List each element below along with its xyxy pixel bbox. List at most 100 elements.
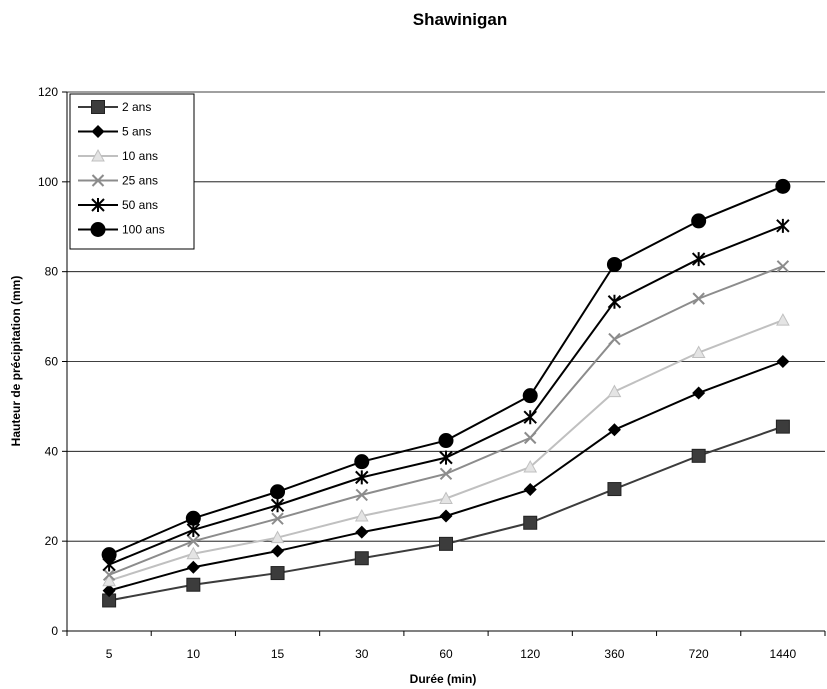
y-tick-label: 0 <box>51 624 58 638</box>
data-point <box>102 573 116 587</box>
x-axis: 5 10 15 30 60 120 360 720 1440 <box>66 630 826 661</box>
data-point <box>776 260 790 273</box>
data-point <box>439 491 453 504</box>
legend-item: 25 ans <box>78 174 158 188</box>
data-point <box>439 450 453 465</box>
legend-marker <box>90 222 106 237</box>
data-point <box>439 467 453 480</box>
series-group <box>101 178 791 608</box>
data-point <box>185 510 201 526</box>
series-line <box>108 265 784 576</box>
data-point <box>187 534 200 548</box>
data-point <box>354 551 369 566</box>
y-tick-label: 20 <box>45 534 59 548</box>
data-point <box>523 515 538 530</box>
series-5 <box>101 178 791 563</box>
legend-marker <box>91 148 105 162</box>
data-point <box>692 292 705 305</box>
data-point <box>524 431 537 445</box>
x-tick-label: 10 <box>187 647 201 661</box>
data-point <box>270 566 285 581</box>
data-point <box>270 484 286 500</box>
x-tick-label: 720 <box>689 647 709 661</box>
data-point <box>691 252 706 267</box>
chart-title: Shawinigan <box>413 10 507 29</box>
x-tick-label: 30 <box>355 647 369 661</box>
x-tick-label: 360 <box>604 647 624 661</box>
series-0 <box>102 419 790 608</box>
data-point <box>270 498 285 513</box>
legend-label: 25 ans <box>122 174 158 188</box>
data-point <box>439 536 453 551</box>
legend-box <box>69 93 195 250</box>
data-point <box>607 384 622 398</box>
legend-item: 10 ans <box>78 148 158 163</box>
x-tick-label: 5 <box>106 647 113 661</box>
data-point <box>355 488 368 502</box>
data-point <box>607 423 621 437</box>
data-point <box>692 386 706 400</box>
legend-item: 100 ans <box>78 222 165 237</box>
data-point <box>354 508 369 522</box>
data-point <box>775 419 790 434</box>
data-point <box>271 512 284 525</box>
data-point <box>691 213 707 229</box>
y-axis: 0 20 40 60 80 100 120 <box>38 85 68 638</box>
y-axis-label: Hauteur de précipitation (mm) <box>9 276 23 447</box>
legend-marker <box>91 125 105 138</box>
data-point <box>355 470 369 485</box>
data-point <box>186 577 201 592</box>
x-axis-label: Durée (min) <box>410 672 477 686</box>
series-3 <box>102 260 790 582</box>
data-point <box>691 448 706 463</box>
data-point <box>776 313 790 326</box>
data-point <box>354 454 370 470</box>
legend-marker <box>91 174 105 187</box>
series-line <box>108 360 784 592</box>
y-tick-label: 120 <box>38 85 58 99</box>
y-tick-label: 60 <box>45 355 59 369</box>
data-point <box>355 525 369 539</box>
data-point <box>607 482 622 497</box>
data-point <box>606 256 622 272</box>
y-tick-label: 40 <box>45 444 59 458</box>
data-point <box>691 345 706 359</box>
data-point <box>186 546 201 560</box>
x-tick-label: 60 <box>439 647 453 661</box>
legend-label: 5 ans <box>122 125 151 139</box>
data-point <box>522 388 538 404</box>
legend-marker <box>91 198 105 212</box>
legend: 2 ans 5 ans 10 ans 25 ans 50 ans 100 ans <box>69 93 195 250</box>
data-point <box>776 218 790 233</box>
data-point <box>102 568 116 582</box>
data-point <box>101 547 117 563</box>
data-point <box>523 460 538 473</box>
y-tick-label: 100 <box>38 175 58 189</box>
data-point <box>270 530 285 544</box>
data-point <box>523 410 537 425</box>
x-tick-label: 120 <box>520 647 540 661</box>
data-point <box>775 178 791 194</box>
data-point <box>438 433 454 449</box>
legend-item: 5 ans <box>78 125 151 139</box>
x-tick-label: 1440 <box>770 647 797 661</box>
data-point <box>271 544 285 558</box>
series-4 <box>102 218 790 572</box>
data-point <box>186 560 200 574</box>
series-2 <box>102 313 790 587</box>
legend-marker <box>91 100 105 114</box>
y-tick-label: 80 <box>45 265 59 279</box>
data-point <box>776 355 790 368</box>
legend-item: 50 ans <box>78 198 158 212</box>
data-point <box>102 584 116 598</box>
data-point <box>607 294 622 309</box>
legend-label: 50 ans <box>122 198 158 212</box>
legend-label: 2 ans <box>122 100 151 114</box>
legend-item: 2 ans <box>78 100 151 114</box>
data-point <box>608 332 621 346</box>
x-tick-label: 15 <box>271 647 285 661</box>
series-1 <box>102 355 790 598</box>
legend-label: 100 ans <box>122 223 165 237</box>
legend-label: 10 ans <box>122 149 158 163</box>
